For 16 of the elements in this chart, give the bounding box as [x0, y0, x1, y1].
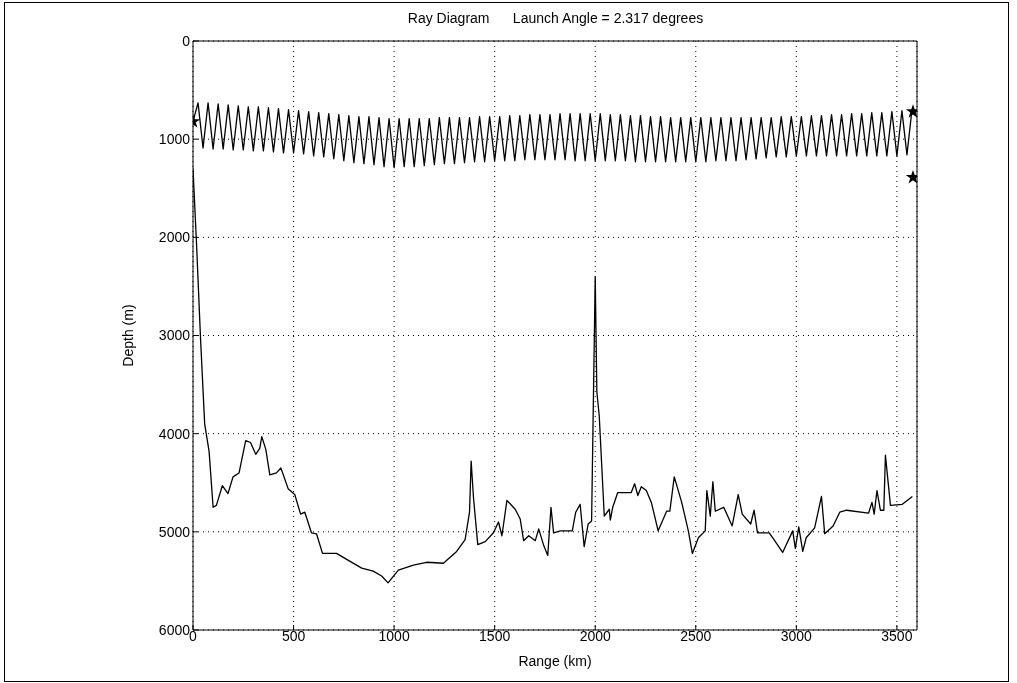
y-axis-title: Depth (m)	[119, 304, 136, 367]
x-tick-label: 1000	[378, 627, 410, 644]
x-tick-label: 3000	[780, 627, 813, 644]
x-axis-title: Range (km)	[518, 653, 592, 669]
x-tick-label: 3500	[881, 627, 913, 644]
y-tick-label: 4000	[158, 425, 191, 442]
y-tick-label: 3000	[158, 327, 191, 344]
chart-title: Ray Diagram Launch Angle = 2.317 degrees	[406, 10, 705, 26]
y-tick-label: 5000	[158, 523, 191, 540]
x-tick-label: 2500	[680, 627, 712, 644]
y-tick-label: 0	[182, 32, 191, 49]
x-tick-label: 1500	[479, 627, 511, 644]
y-tick-label: 2000	[158, 229, 191, 246]
x-tick-label: 500	[281, 627, 306, 644]
y-tick-label: 1000	[158, 131, 191, 148]
x-tick-label: 2000	[579, 627, 611, 644]
